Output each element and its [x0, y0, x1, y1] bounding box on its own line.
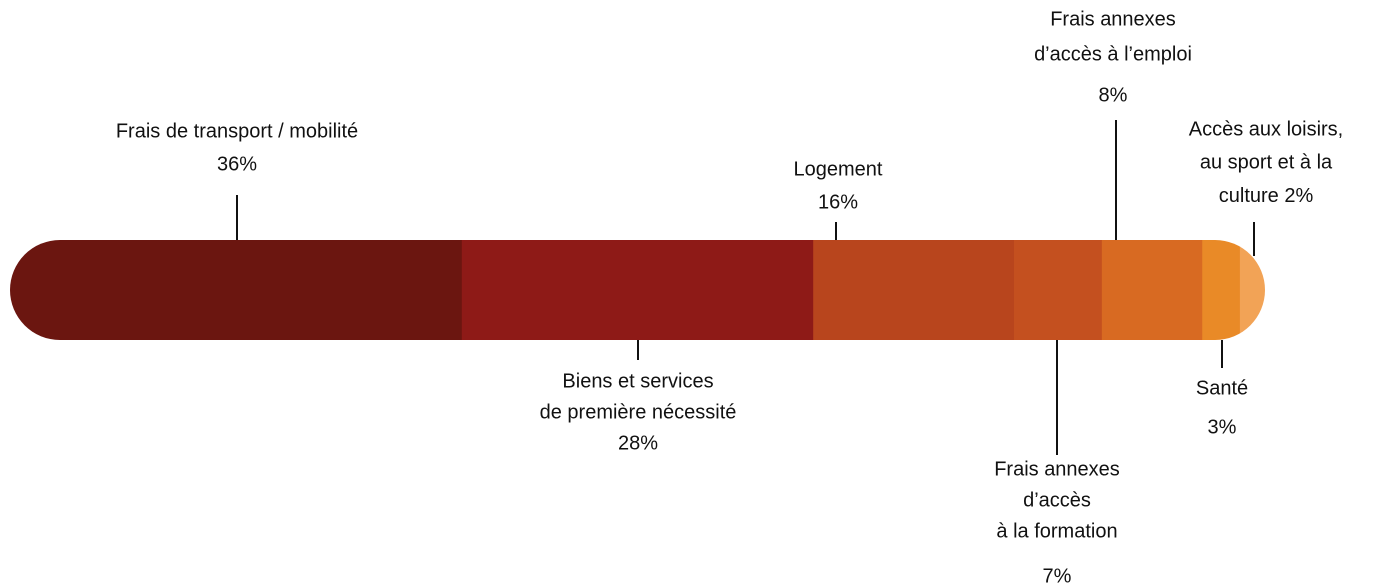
- value-label: 7%: [1043, 565, 1072, 585]
- bar-segment: [1202, 240, 1241, 340]
- segment-name: Logement: [794, 158, 883, 180]
- segment-name: Biens et services: [562, 370, 713, 392]
- bar-segment: [1014, 240, 1103, 340]
- segment-name: à la formation: [996, 520, 1117, 542]
- bar-segment: [1101, 240, 1203, 340]
- bar-segment: [1239, 240, 1265, 340]
- bar-segment: [461, 240, 814, 340]
- segment-name: Frais annexes: [1050, 8, 1176, 30]
- bar-group: [10, 240, 1265, 340]
- segment-name: Frais de transport / mobilité: [116, 120, 358, 142]
- value-label: 3%: [1208, 416, 1237, 438]
- value-label: 8%: [1099, 84, 1128, 106]
- value-label: 2%: [1284, 185, 1313, 207]
- value-label: 28%: [618, 432, 658, 454]
- value-label: 36%: [217, 153, 257, 175]
- segment-name: au sport et à la: [1200, 151, 1333, 173]
- bar-segment: [813, 240, 1015, 340]
- segment-name: Frais annexes: [994, 458, 1120, 480]
- bar-segment: [10, 240, 463, 340]
- segment-label: culture 2%: [1219, 185, 1314, 207]
- segment-name: d’accès à l’emploi: [1034, 43, 1192, 65]
- segment-name: d’accès: [1023, 489, 1091, 511]
- segment-name: Accès aux loisirs,: [1189, 118, 1344, 140]
- value-label: 16%: [818, 191, 858, 213]
- segment-name: de première nécessité: [540, 401, 737, 423]
- segment-name: Santé: [1196, 377, 1248, 399]
- segment-name: culture: [1219, 185, 1279, 207]
